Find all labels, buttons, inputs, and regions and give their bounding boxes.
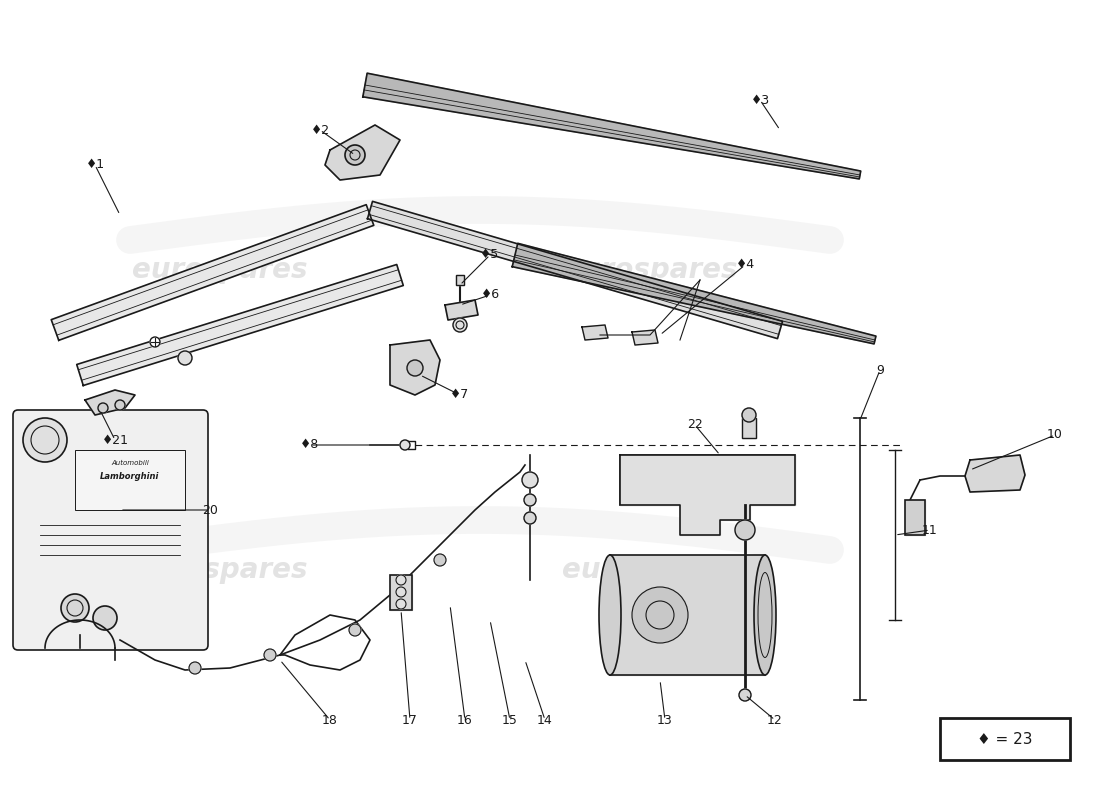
- Circle shape: [396, 575, 406, 585]
- Bar: [905, 500, 925, 535]
- Circle shape: [400, 440, 410, 450]
- Circle shape: [739, 689, 751, 701]
- Bar: [75, 450, 185, 510]
- Text: 15: 15: [502, 714, 518, 726]
- Bar: [390, 575, 412, 610]
- Text: ♦4: ♦4: [736, 258, 755, 271]
- Text: ♦7: ♦7: [450, 389, 470, 402]
- Circle shape: [396, 599, 406, 609]
- Circle shape: [264, 649, 276, 661]
- Circle shape: [150, 337, 160, 347]
- Circle shape: [632, 587, 688, 643]
- Polygon shape: [390, 340, 440, 395]
- Text: 22: 22: [688, 418, 703, 431]
- Circle shape: [189, 662, 201, 674]
- Text: ♦1: ♦1: [86, 158, 104, 171]
- Text: ♦2: ♦2: [310, 123, 330, 137]
- Text: 11: 11: [922, 523, 938, 537]
- Circle shape: [394, 594, 406, 606]
- Bar: [905, 500, 925, 535]
- Text: ♦8: ♦8: [300, 438, 320, 451]
- Polygon shape: [363, 73, 860, 179]
- Bar: [456, 275, 464, 285]
- Text: ♦ = 23: ♦ = 23: [977, 731, 1033, 746]
- Text: ♦5: ♦5: [481, 249, 499, 262]
- Text: 18: 18: [322, 714, 338, 726]
- Text: eurospares: eurospares: [132, 556, 308, 584]
- Text: eurospares: eurospares: [562, 556, 738, 584]
- Bar: [742, 418, 756, 438]
- Circle shape: [524, 512, 536, 524]
- Polygon shape: [85, 390, 135, 415]
- Circle shape: [522, 472, 538, 488]
- Text: 16: 16: [458, 714, 473, 726]
- Bar: [940, 718, 1070, 760]
- Text: ♦21: ♦21: [101, 434, 129, 446]
- Circle shape: [742, 408, 756, 422]
- Bar: [610, 555, 764, 675]
- Circle shape: [453, 318, 468, 332]
- Text: ♦3: ♦3: [750, 94, 770, 106]
- Circle shape: [407, 360, 424, 376]
- Bar: [620, 455, 795, 505]
- Bar: [620, 455, 795, 505]
- Circle shape: [345, 145, 365, 165]
- Polygon shape: [965, 455, 1025, 492]
- Polygon shape: [52, 205, 374, 340]
- Circle shape: [524, 494, 536, 506]
- Polygon shape: [367, 202, 782, 338]
- Polygon shape: [582, 325, 608, 340]
- Polygon shape: [324, 125, 400, 180]
- Text: eurospares: eurospares: [562, 256, 738, 284]
- Text: 14: 14: [537, 714, 553, 726]
- Text: eurospares: eurospares: [132, 256, 308, 284]
- Text: ♦6: ♦6: [481, 289, 499, 302]
- Text: 9: 9: [876, 363, 884, 377]
- Text: 13: 13: [657, 714, 673, 726]
- Polygon shape: [632, 330, 658, 345]
- Text: 20: 20: [202, 503, 218, 517]
- Circle shape: [60, 594, 89, 622]
- Bar: [390, 575, 412, 610]
- Polygon shape: [446, 300, 478, 320]
- Ellipse shape: [754, 555, 776, 675]
- Polygon shape: [77, 265, 404, 386]
- Bar: [742, 418, 756, 438]
- Circle shape: [98, 403, 108, 413]
- Ellipse shape: [600, 555, 621, 675]
- Text: 10: 10: [1047, 429, 1063, 442]
- Text: 17: 17: [403, 714, 418, 726]
- Circle shape: [23, 418, 67, 462]
- Circle shape: [434, 554, 446, 566]
- Bar: [75, 450, 185, 510]
- Bar: [456, 275, 464, 285]
- Polygon shape: [620, 455, 795, 535]
- Bar: [940, 718, 1070, 760]
- Text: Lamborghini: Lamborghini: [100, 472, 160, 481]
- Circle shape: [94, 606, 117, 630]
- Polygon shape: [513, 243, 876, 344]
- Circle shape: [116, 400, 125, 410]
- Circle shape: [349, 624, 361, 636]
- Circle shape: [178, 351, 192, 365]
- FancyBboxPatch shape: [13, 410, 208, 650]
- Circle shape: [735, 520, 755, 540]
- Text: 12: 12: [767, 714, 783, 726]
- Circle shape: [396, 587, 406, 597]
- Text: Automobili: Automobili: [111, 460, 148, 466]
